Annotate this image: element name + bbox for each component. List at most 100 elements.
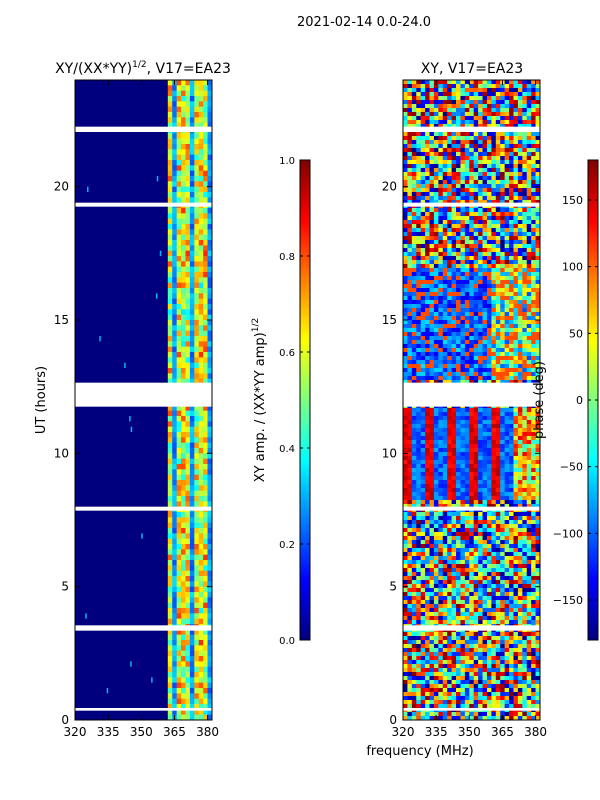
phase-cell [517, 520, 523, 525]
phase-cell [464, 112, 470, 117]
phase-cell [425, 380, 430, 385]
phase-cell [500, 92, 505, 97]
phase-cell [513, 196, 519, 201]
amplitude-cell [198, 186, 204, 193]
phase-cell [482, 376, 488, 381]
phase-cell [504, 452, 510, 457]
phase-cell [464, 320, 470, 325]
phase-cell [500, 152, 505, 157]
phase-cell [451, 268, 457, 273]
phase-cell [486, 432, 492, 437]
phase-cell [403, 248, 408, 253]
phase-cell [447, 412, 452, 417]
amplitude-cell [172, 149, 177, 155]
phase-cell [504, 228, 510, 233]
phase-cell [425, 416, 430, 421]
phase-cell [407, 416, 413, 421]
phase-cell [460, 196, 466, 201]
phase-cell [429, 524, 435, 529]
amplitude-cell [207, 629, 213, 635]
phase-cell [425, 484, 430, 489]
amplitude-cell [189, 437, 195, 443]
phase-cell [442, 452, 448, 457]
phase-cell [517, 548, 523, 553]
phase-cell [469, 488, 475, 493]
phase-cell [491, 220, 497, 225]
phase-cell [509, 216, 514, 221]
phase-cell [433, 296, 439, 301]
amplitude-cell [198, 480, 204, 486]
amplitude-cell [198, 570, 204, 577]
phase-cell [517, 264, 523, 269]
phase-cell [473, 340, 479, 345]
phase-cell [425, 472, 430, 477]
phase-cell [482, 304, 488, 309]
phase-cell [411, 236, 417, 241]
phase-cell [433, 288, 439, 293]
amplitude-cell [176, 373, 182, 379]
phase-cell [526, 420, 532, 425]
phase-cell [517, 456, 523, 461]
phase-cell [411, 100, 417, 105]
phase-cell [433, 480, 439, 485]
amplitude-cell [203, 176, 208, 182]
amplitude-cell [203, 197, 208, 203]
phase-cell [469, 292, 475, 297]
phase-cell [411, 316, 417, 321]
phase-cell [509, 328, 514, 333]
phase-cell [420, 136, 426, 141]
phase-cell [425, 432, 430, 437]
amplitude-cell [176, 693, 182, 699]
phase-cell [416, 320, 421, 325]
phase-cell [438, 552, 444, 557]
phase-cell [513, 500, 519, 505]
phase-cell [504, 112, 510, 117]
phase-cell [509, 512, 514, 517]
phase-cell [447, 428, 452, 433]
phase-cell [442, 468, 448, 473]
phase-cell [513, 164, 519, 169]
amplitude-colorbar-label: XY amp. / (XX*YY amp)1/2 [251, 318, 268, 482]
phase-cell [438, 452, 444, 457]
amplitude-cell [198, 192, 204, 198]
amplitude-cell [155, 293, 158, 299]
phase-cell [473, 496, 479, 501]
phase-cell [433, 300, 439, 305]
phase-cell [425, 228, 430, 233]
phase-cell [429, 376, 435, 381]
phase-cell [482, 152, 488, 157]
phase-cell [460, 520, 466, 525]
amplitude-cell [185, 192, 191, 198]
phase-cell [442, 232, 448, 237]
phase-cell [420, 536, 426, 541]
phase-cell [433, 112, 439, 117]
phase-cell [469, 500, 475, 505]
phase-cell [509, 156, 514, 161]
phase-cell [500, 180, 505, 185]
amplitude-cell [207, 426, 213, 433]
phase-cell [442, 228, 448, 233]
amplitude-cell [198, 560, 204, 566]
amplitude-cell [194, 496, 200, 502]
phase-cell [411, 516, 417, 521]
amplitude-cell [194, 224, 200, 230]
phase-cell [438, 228, 444, 233]
phase-cell [517, 280, 523, 285]
phase-cell [513, 376, 519, 381]
phase-cell [416, 280, 421, 285]
phase-cell [509, 112, 514, 117]
phase-cell [491, 476, 497, 481]
phase-cell [469, 228, 475, 233]
amplitude-cell [194, 581, 200, 587]
phase-cell [500, 308, 505, 313]
phase-cell [403, 84, 408, 89]
phase-cell [451, 436, 457, 441]
phase-cell [522, 220, 528, 225]
phase-cell [482, 264, 488, 269]
amplitude-cell [172, 314, 177, 321]
phase-cell [495, 376, 501, 381]
phase-cell [522, 88, 528, 93]
amplitude-cell [185, 330, 191, 337]
phase-cell [500, 252, 505, 257]
phase-cell [509, 168, 514, 173]
